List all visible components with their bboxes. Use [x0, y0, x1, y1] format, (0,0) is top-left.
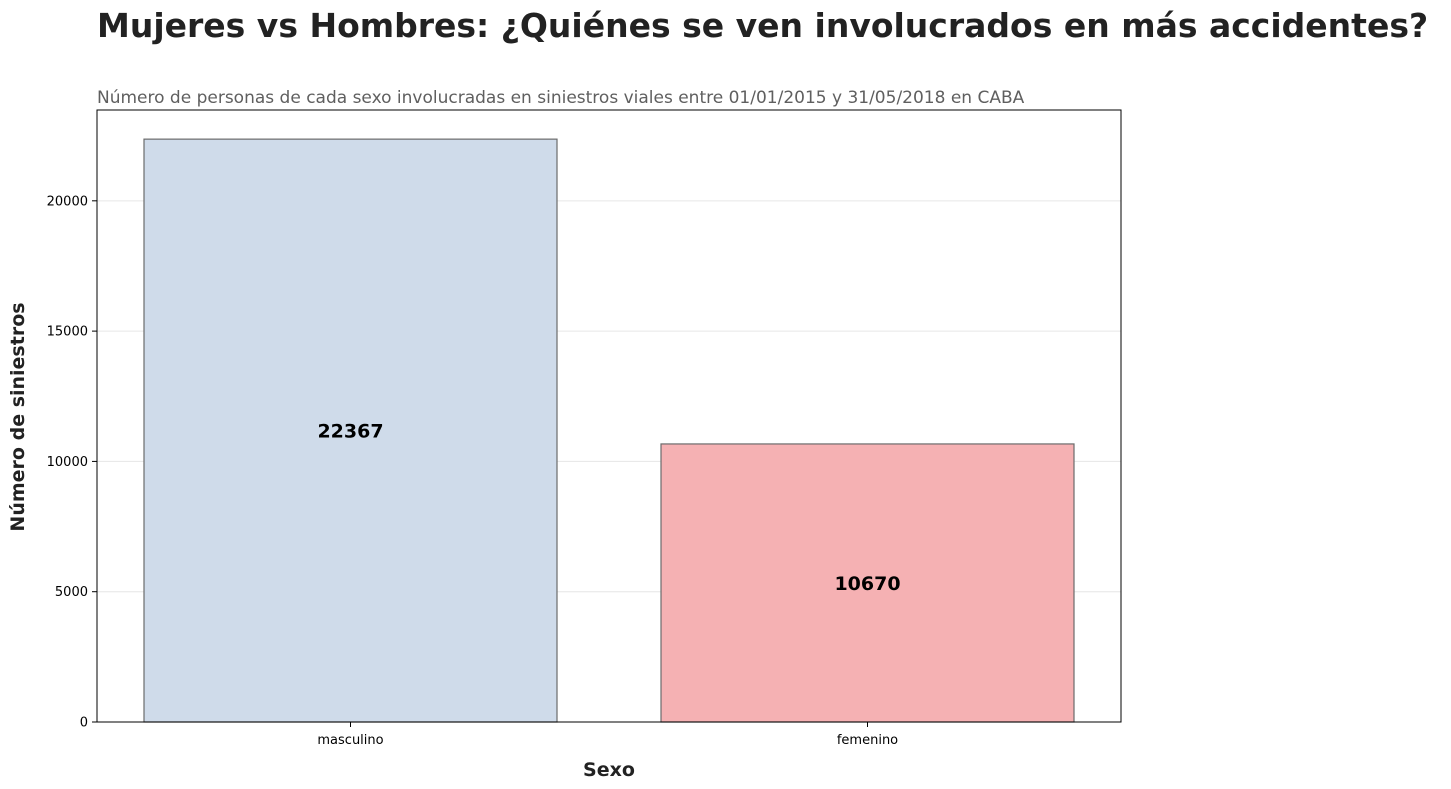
x-axis: masculino femenino — [317, 722, 898, 748]
chart-subtitle: Número de personas de cada sexo involucr… — [97, 88, 1025, 108]
data-label-femenino: 10670 — [834, 573, 900, 595]
y-tick-label: 10000 — [47, 455, 88, 470]
data-label-masculino: 22367 — [317, 421, 383, 443]
y-tick-label: 5000 — [55, 585, 88, 600]
y-tick-label: 20000 — [47, 194, 88, 209]
y-axis-label: Número de siniestros — [7, 302, 29, 531]
y-tick-label: 15000 — [47, 325, 88, 340]
x-tick-label: femenino — [837, 733, 898, 748]
y-tick-label: 0 — [80, 716, 88, 731]
chart-title: Mujeres vs Hombres: ¿Quiénes se ven invo… — [97, 6, 1428, 45]
bars — [143, 138, 1075, 723]
plot-frame — [96, 109, 1122, 723]
x-axis-label: Sexo — [583, 759, 635, 781]
bar-masculino — [143, 138, 558, 723]
y-axis: 0 5000 10000 15000 20000 — [47, 194, 97, 731]
data-labels: 22367 10670 — [317, 421, 900, 595]
x-tick-label: masculino — [317, 733, 383, 748]
